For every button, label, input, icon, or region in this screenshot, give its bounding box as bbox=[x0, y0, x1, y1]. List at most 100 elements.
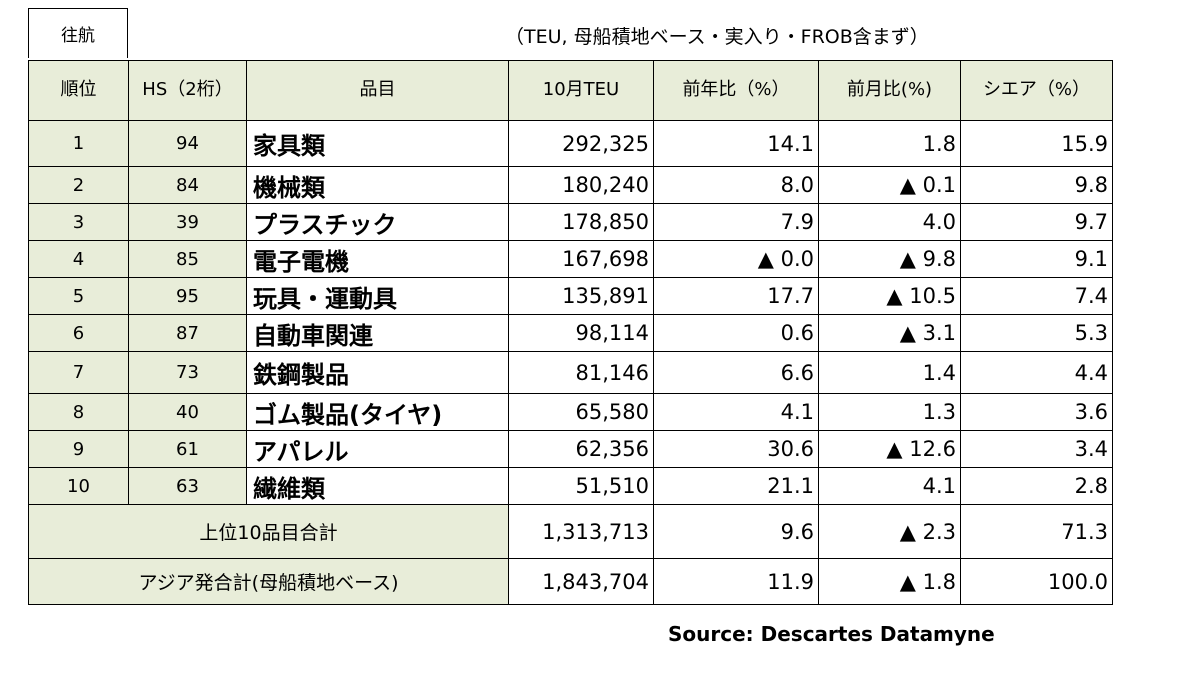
share-cell: 3.4 bbox=[960, 430, 1113, 468]
hs-code-cell: 94 bbox=[128, 120, 247, 167]
col-header-yoy: 前年比（%） bbox=[653, 60, 819, 121]
unit-note: （TEU, 母船積地ベース・実入り・FROB含まず） bbox=[505, 26, 929, 48]
hs-code-cell: 85 bbox=[128, 240, 247, 278]
col-header-mom: 前月比(%) bbox=[818, 60, 961, 121]
mom-cell: 4.0 bbox=[818, 203, 961, 241]
hs-code-cell: 61 bbox=[128, 430, 247, 468]
yoy-cell: 7.9 bbox=[653, 203, 819, 241]
rank-cell: 8 bbox=[28, 393, 129, 431]
rank-cell: 4 bbox=[28, 240, 129, 278]
hs-code-cell: 73 bbox=[128, 351, 247, 394]
mom-cell: ▲ 2.3 bbox=[818, 504, 961, 559]
item-name-cell: 自動車関連 bbox=[246, 314, 509, 352]
hs-code-cell: 84 bbox=[128, 166, 247, 204]
table-row: 3 39 プラスチック 178,850 7.9 4.0 9.7 bbox=[28, 203, 1113, 241]
hs-code-cell: 63 bbox=[128, 467, 247, 505]
col-header-hs: HS（2桁） bbox=[128, 60, 247, 121]
yoy-cell: 6.6 bbox=[653, 351, 819, 394]
share-cell: 9.1 bbox=[960, 240, 1113, 278]
teu-cell: 62,356 bbox=[508, 430, 654, 468]
table-row: 7 73 鉄鋼製品 81,146 6.6 1.4 4.4 bbox=[28, 351, 1113, 394]
item-name-cell: プラスチック bbox=[246, 203, 509, 241]
share-cell: 9.8 bbox=[960, 166, 1113, 204]
table-body: 1 94 家具類 292,325 14.1 1.8 15.9 2 84 機械類 180,240 8.0… bbox=[28, 120, 1113, 605]
share-cell: 100.0 bbox=[960, 558, 1113, 605]
rank-cell: 3 bbox=[28, 203, 129, 241]
yoy-cell: 11.9 bbox=[653, 558, 819, 605]
hs-code-cell: 40 bbox=[128, 393, 247, 431]
mom-cell: 4.1 bbox=[818, 467, 961, 505]
teu-cell: 98,114 bbox=[508, 314, 654, 352]
mom-cell: 1.8 bbox=[818, 120, 961, 167]
mom-cell: ▲ 12.6 bbox=[818, 430, 961, 468]
item-name-cell: 玩具・運動具 bbox=[246, 277, 509, 315]
rank-cell: 6 bbox=[28, 314, 129, 352]
total-label: 上位10品目合計 bbox=[28, 504, 509, 559]
teu-cell: 51,510 bbox=[508, 467, 654, 505]
hs-code-cell: 95 bbox=[128, 277, 247, 315]
teu-cell: 1,843,704 bbox=[508, 558, 654, 605]
mom-cell: ▲ 3.1 bbox=[818, 314, 961, 352]
item-name-cell: 家具類 bbox=[246, 120, 509, 167]
direction-label: 往航 bbox=[28, 8, 128, 58]
teu-cell: 167,698 bbox=[508, 240, 654, 278]
teu-cell: 135,891 bbox=[508, 277, 654, 315]
teu-cell: 292,325 bbox=[508, 120, 654, 167]
share-cell: 3.6 bbox=[960, 393, 1113, 431]
teu-cell: 180,240 bbox=[508, 166, 654, 204]
rank-cell: 5 bbox=[28, 277, 129, 315]
ranking-table: 順位 HS（2桁） 品目 10月TEU 前年比（%） 前月比(%) シエア（%）… bbox=[28, 60, 1113, 605]
item-name-cell: 鉄鋼製品 bbox=[246, 351, 509, 394]
rank-cell: 2 bbox=[28, 166, 129, 204]
total-row: 上位10品目合計 1,313,713 9.6 ▲ 2.3 71.3 bbox=[28, 504, 1113, 559]
mom-cell: 1.4 bbox=[818, 351, 961, 394]
yoy-cell: 0.6 bbox=[653, 314, 819, 352]
table-row: 1 94 家具類 292,325 14.1 1.8 15.9 bbox=[28, 120, 1113, 167]
yoy-cell: 14.1 bbox=[653, 120, 819, 167]
share-cell: 5.3 bbox=[960, 314, 1113, 352]
col-header-rank: 順位 bbox=[28, 60, 129, 121]
table-row: 8 40 ゴム製品(タイヤ) 65,580 4.1 1.3 3.6 bbox=[28, 393, 1113, 431]
yoy-cell: ▲ 0.0 bbox=[653, 240, 819, 278]
share-cell: 2.8 bbox=[960, 467, 1113, 505]
share-cell: 9.7 bbox=[960, 203, 1113, 241]
mom-cell: 1.3 bbox=[818, 393, 961, 431]
share-cell: 4.4 bbox=[960, 351, 1113, 394]
share-cell: 7.4 bbox=[960, 277, 1113, 315]
mom-cell: ▲ 0.1 bbox=[818, 166, 961, 204]
col-header-teu: 10月TEU bbox=[508, 60, 654, 121]
table-row: 9 61 アパレル 62,356 30.6 ▲ 12.6 3.4 bbox=[28, 430, 1113, 468]
rank-cell: 9 bbox=[28, 430, 129, 468]
yoy-cell: 8.0 bbox=[653, 166, 819, 204]
rank-cell: 10 bbox=[28, 467, 129, 505]
rank-cell: 1 bbox=[28, 120, 129, 167]
header-row: 順位 HS（2桁） 品目 10月TEU 前年比（%） 前月比(%) シエア（%） bbox=[28, 60, 1113, 121]
share-cell: 71.3 bbox=[960, 504, 1113, 559]
table-row: 4 85 電子電機 167,698 ▲ 0.0 ▲ 9.8 9.1 bbox=[28, 240, 1113, 278]
teu-cell: 178,850 bbox=[508, 203, 654, 241]
teu-cell: 81,146 bbox=[508, 351, 654, 394]
table-row: 6 87 自動車関連 98,114 0.6 ▲ 3.1 5.3 bbox=[28, 314, 1113, 352]
hs-code-cell: 87 bbox=[128, 314, 247, 352]
source-credit: Source: Descartes Datamyne bbox=[668, 622, 995, 646]
teu-cell: 65,580 bbox=[508, 393, 654, 431]
col-header-item: 品目 bbox=[246, 60, 509, 121]
yoy-cell: 21.1 bbox=[653, 467, 819, 505]
item-name-cell: 機械類 bbox=[246, 166, 509, 204]
total-row: アジア発合計(母船積地ベース) 1,843,704 11.9 ▲ 1.8 100.0 bbox=[28, 558, 1113, 605]
mom-cell: ▲ 1.8 bbox=[818, 558, 961, 605]
hs-code-cell: 39 bbox=[128, 203, 247, 241]
yoy-cell: 9.6 bbox=[653, 504, 819, 559]
item-name-cell: 電子電機 bbox=[246, 240, 509, 278]
total-label: アジア発合計(母船積地ベース) bbox=[28, 558, 509, 605]
table-row: 2 84 機械類 180,240 8.0 ▲ 0.1 9.8 bbox=[28, 166, 1113, 204]
mom-cell: ▲ 9.8 bbox=[818, 240, 961, 278]
rank-cell: 7 bbox=[28, 351, 129, 394]
yoy-cell: 30.6 bbox=[653, 430, 819, 468]
share-cell: 15.9 bbox=[960, 120, 1113, 167]
yoy-cell: 4.1 bbox=[653, 393, 819, 431]
table-row: 10 63 繊維類 51,510 21.1 4.1 2.8 bbox=[28, 467, 1113, 505]
mom-cell: ▲ 10.5 bbox=[818, 277, 961, 315]
col-header-share: シエア（%） bbox=[960, 60, 1113, 121]
yoy-cell: 17.7 bbox=[653, 277, 819, 315]
